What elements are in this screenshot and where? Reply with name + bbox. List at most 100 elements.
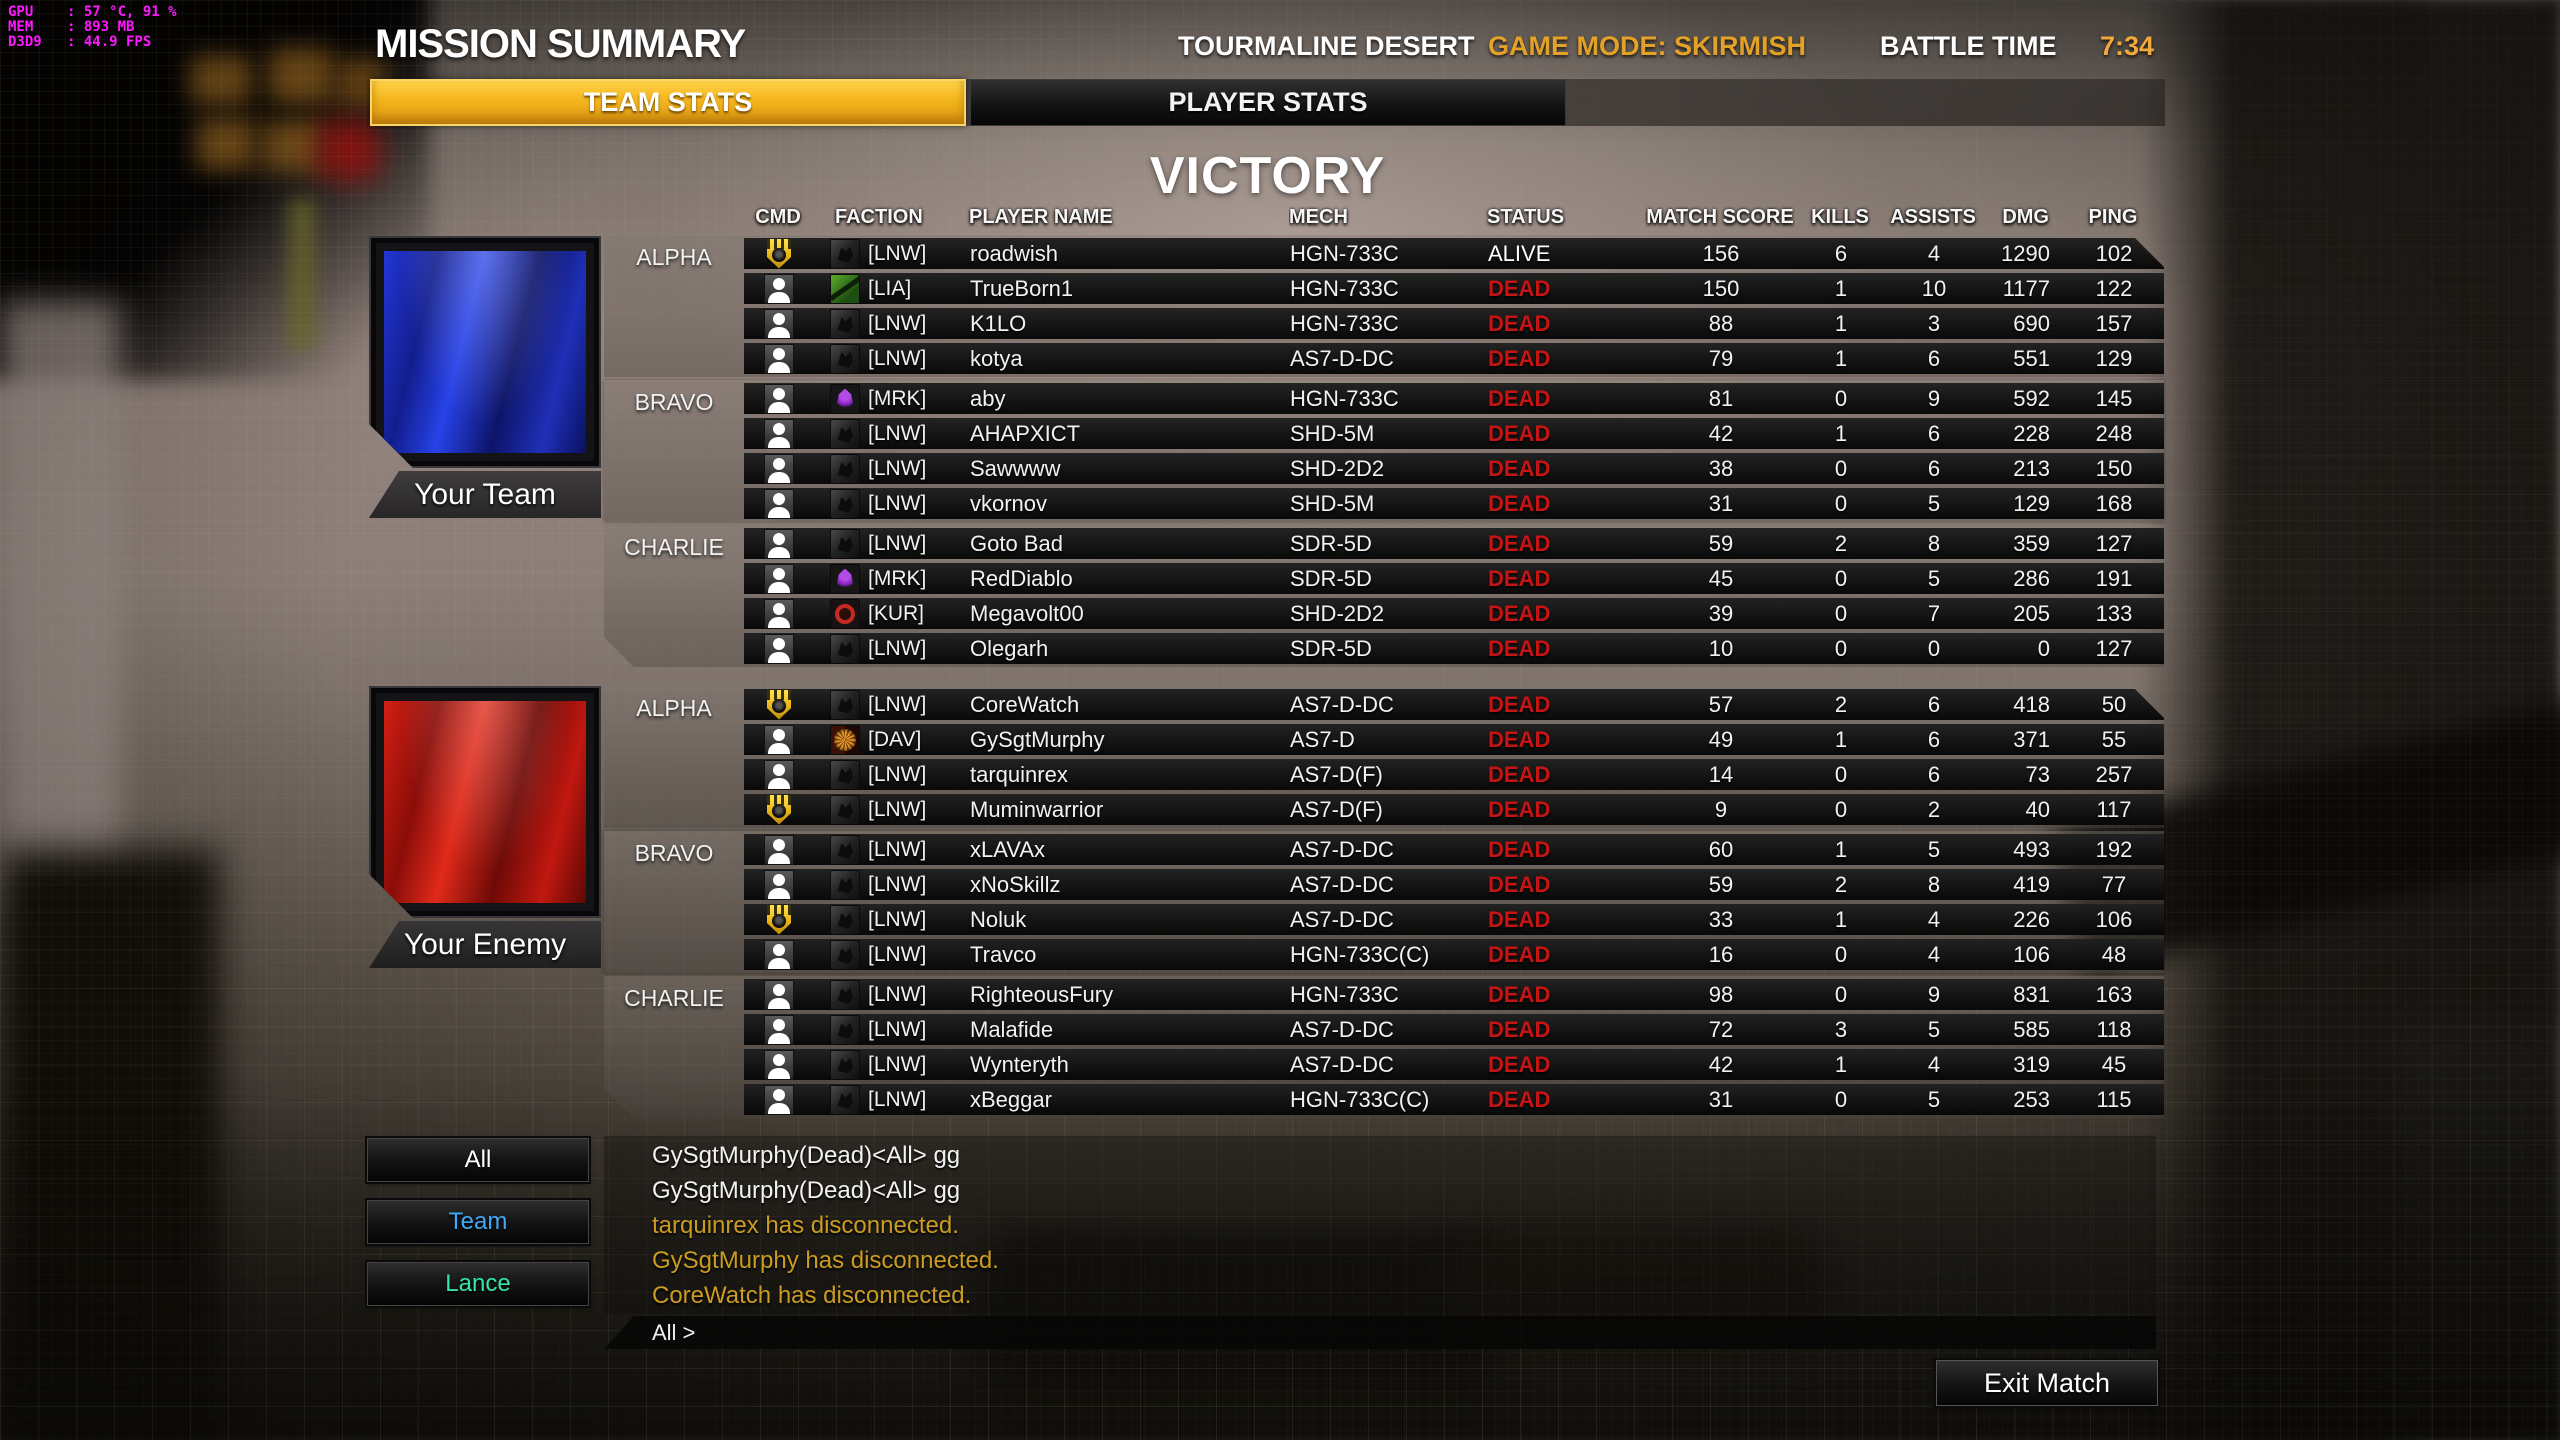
lance-group-bravo: BRAVO [LNW] xLAVAx AS7-D-DC DEAD 60 1 5 493 192 [L… <box>604 831 2164 973</box>
assists: 0 <box>1927 635 1941 661</box>
player-name: kotya <box>970 345 1023 371</box>
status-value: DEAD <box>1488 275 1551 301</box>
cmd-cell <box>744 529 814 559</box>
player-name: tarquinrex <box>970 761 1068 787</box>
kills: 1 <box>1834 726 1848 752</box>
chat-filter-all-button[interactable]: All <box>367 1138 589 1182</box>
player-name: RedDiablo <box>970 565 1073 591</box>
faction-icon-lnw <box>830 453 860 484</box>
commander-badge-icon <box>767 239 791 269</box>
status-value: DEAD <box>1488 600 1551 626</box>
damage: 371 <box>2013 726 2050 752</box>
scoreboard-column-headers: CMD FACTION PLAYER NAME MECH STATUS MATCH SCO… <box>743 204 2163 230</box>
player-row: [LNW] Olegarh SDR-5D DEAD 10 0 0 0 127 <box>744 633 2164 664</box>
faction-icon-lnw <box>830 760 860 790</box>
status-cell: DEAD <box>1480 1017 1646 1043</box>
page-title: MISSION SUMMARY <box>375 22 746 66</box>
lance-group-alpha: ALPHA [LNW] roadwish HGN-733C ALIVE 156 6 4 1290… <box>604 235 2164 377</box>
lance-group-charlie: CHARLIE [LNW] RighteousFury HGN-733C DEAD 98 0… <box>604 976 2164 1118</box>
mech-name: AS7-D-DC <box>1290 871 1394 897</box>
status-value: DEAD <box>1488 310 1551 336</box>
player-name: xLAVAx <box>970 836 1045 862</box>
kills: 0 <box>1834 455 1848 481</box>
chat-log: GySgtMurphy(Dead)<All> gg GySgtMurphy(Dea… <box>604 1136 2156 1314</box>
unit-tag: [LNW] <box>868 636 927 660</box>
match-score: 98 <box>1708 981 1734 1007</box>
player-row: [MRK] RedDiablo SDR-5D DEAD 45 0 5 286 191 <box>744 563 2164 594</box>
chat-filter-team-button[interactable]: Team <box>367 1200 589 1244</box>
mech-name: SDR-5D <box>1290 565 1372 591</box>
faction-cell: [LNW] <box>814 904 964 935</box>
ping: 248 <box>2095 420 2133 446</box>
match-score: 81 <box>1708 385 1734 411</box>
faction-cell: [DAV] <box>814 725 964 755</box>
match-score: 49 <box>1708 726 1734 752</box>
ping: 129 <box>2095 345 2133 371</box>
assists: 6 <box>1927 420 1941 446</box>
player-row: [LNW] roadwish HGN-733C ALIVE 156 6 4 1290 102 <box>744 238 2164 269</box>
match-score: 45 <box>1708 565 1734 591</box>
ping: 127 <box>2095 635 2133 661</box>
exit-match-button[interactable]: Exit Match <box>1936 1360 2158 1406</box>
faction-cell: [LNW] <box>814 795 964 825</box>
unit-tag: [LNW] <box>868 762 927 786</box>
background-blob <box>288 200 316 350</box>
status-value: DEAD <box>1488 455 1551 481</box>
ping: 150 <box>2095 455 2133 481</box>
player-row: [LNW] Sawwww SHD-2D2 DEAD 38 0 6 213 150 <box>744 453 2164 484</box>
damage: 0 <box>2037 635 2050 661</box>
chat-input-bar[interactable]: All > <box>604 1316 2156 1349</box>
player-name: xNoSkillz <box>970 871 1061 897</box>
faction-icon-lnw <box>830 1085 860 1115</box>
tab-bar: TEAM STATS PLAYER STATS <box>370 79 2165 126</box>
kills: 6 <box>1834 240 1848 266</box>
tab-player-stats[interactable]: PLAYER STATS <box>970 79 1566 126</box>
assists: 7 <box>1927 600 1941 626</box>
ping: 102 <box>2095 240 2133 266</box>
faction-icon-lnw <box>830 344 860 374</box>
player-name: roadwish <box>970 240 1059 266</box>
mech-name: SHD-5M <box>1290 490 1375 516</box>
mech-name: AS7-D-DC <box>1290 906 1394 932</box>
pilot-icon <box>764 834 794 865</box>
tab-team-stats[interactable]: TEAM STATS <box>370 79 966 126</box>
cmd-cell <box>744 488 814 519</box>
mech-name: HGN-733C <box>1290 385 1399 411</box>
assists: 9 <box>1927 981 1941 1007</box>
damage: 228 <box>2013 420 2050 446</box>
friendly-team-roster: ALPHA [LNW] roadwish HGN-733C ALIVE 156 6 4 1290… <box>604 235 2164 670</box>
unit-tag: [MRK] <box>868 386 927 410</box>
match-result-banner: VICTORY <box>1149 147 1386 205</box>
pilot-icon <box>764 760 794 790</box>
player-name: Wynteryth <box>970 1051 1069 1077</box>
mech-name: SHD-5M <box>1290 420 1375 446</box>
chat-filter-lance-button[interactable]: Lance <box>367 1262 589 1306</box>
assists: 8 <box>1927 871 1941 897</box>
kills: 0 <box>1834 981 1848 1007</box>
ping: 163 <box>2095 981 2133 1007</box>
status-value: DEAD <box>1488 345 1551 371</box>
ping: 127 <box>2095 530 2133 556</box>
player-name: aby <box>970 385 1006 411</box>
ping: 133 <box>2095 600 2133 626</box>
status-cell: DEAD <box>1480 982 1646 1008</box>
faction-cell: [LNW] <box>814 239 964 269</box>
ping: 191 <box>2095 565 2133 591</box>
kills: 1 <box>1834 345 1848 371</box>
mech-name: HGN-733C <box>1290 981 1399 1007</box>
assists: 5 <box>1927 565 1941 591</box>
status-value: DEAD <box>1488 941 1551 967</box>
status-cell: DEAD <box>1480 491 1646 517</box>
chat-message: GySgtMurphy has disconnected. <box>652 1247 999 1274</box>
player-row: [LNW] xLAVAx AS7-D-DC DEAD 60 1 5 493 192 <box>744 834 2164 865</box>
faction-icon-lnw <box>830 1050 860 1080</box>
assists: 10 <box>1921 275 1947 301</box>
damage: 205 <box>2013 600 2050 626</box>
player-row: [LNW] Noluk AS7-D-DC DEAD 33 1 4 226 106 <box>744 904 2164 935</box>
player-row: [LNW] CoreWatch AS7-D-DC DEAD 57 2 6 418 50 <box>744 689 2164 720</box>
player-row: [MRK] aby HGN-733C DEAD 81 0 9 592 145 <box>744 383 2164 414</box>
match-score: 60 <box>1708 836 1734 862</box>
faction-icon-lnw <box>830 239 860 269</box>
unit-tag: [LNW] <box>868 1087 927 1111</box>
player-row: [LNW] tarquinrex AS7-D(F) DEAD 14 0 6 73 257 <box>744 759 2164 790</box>
